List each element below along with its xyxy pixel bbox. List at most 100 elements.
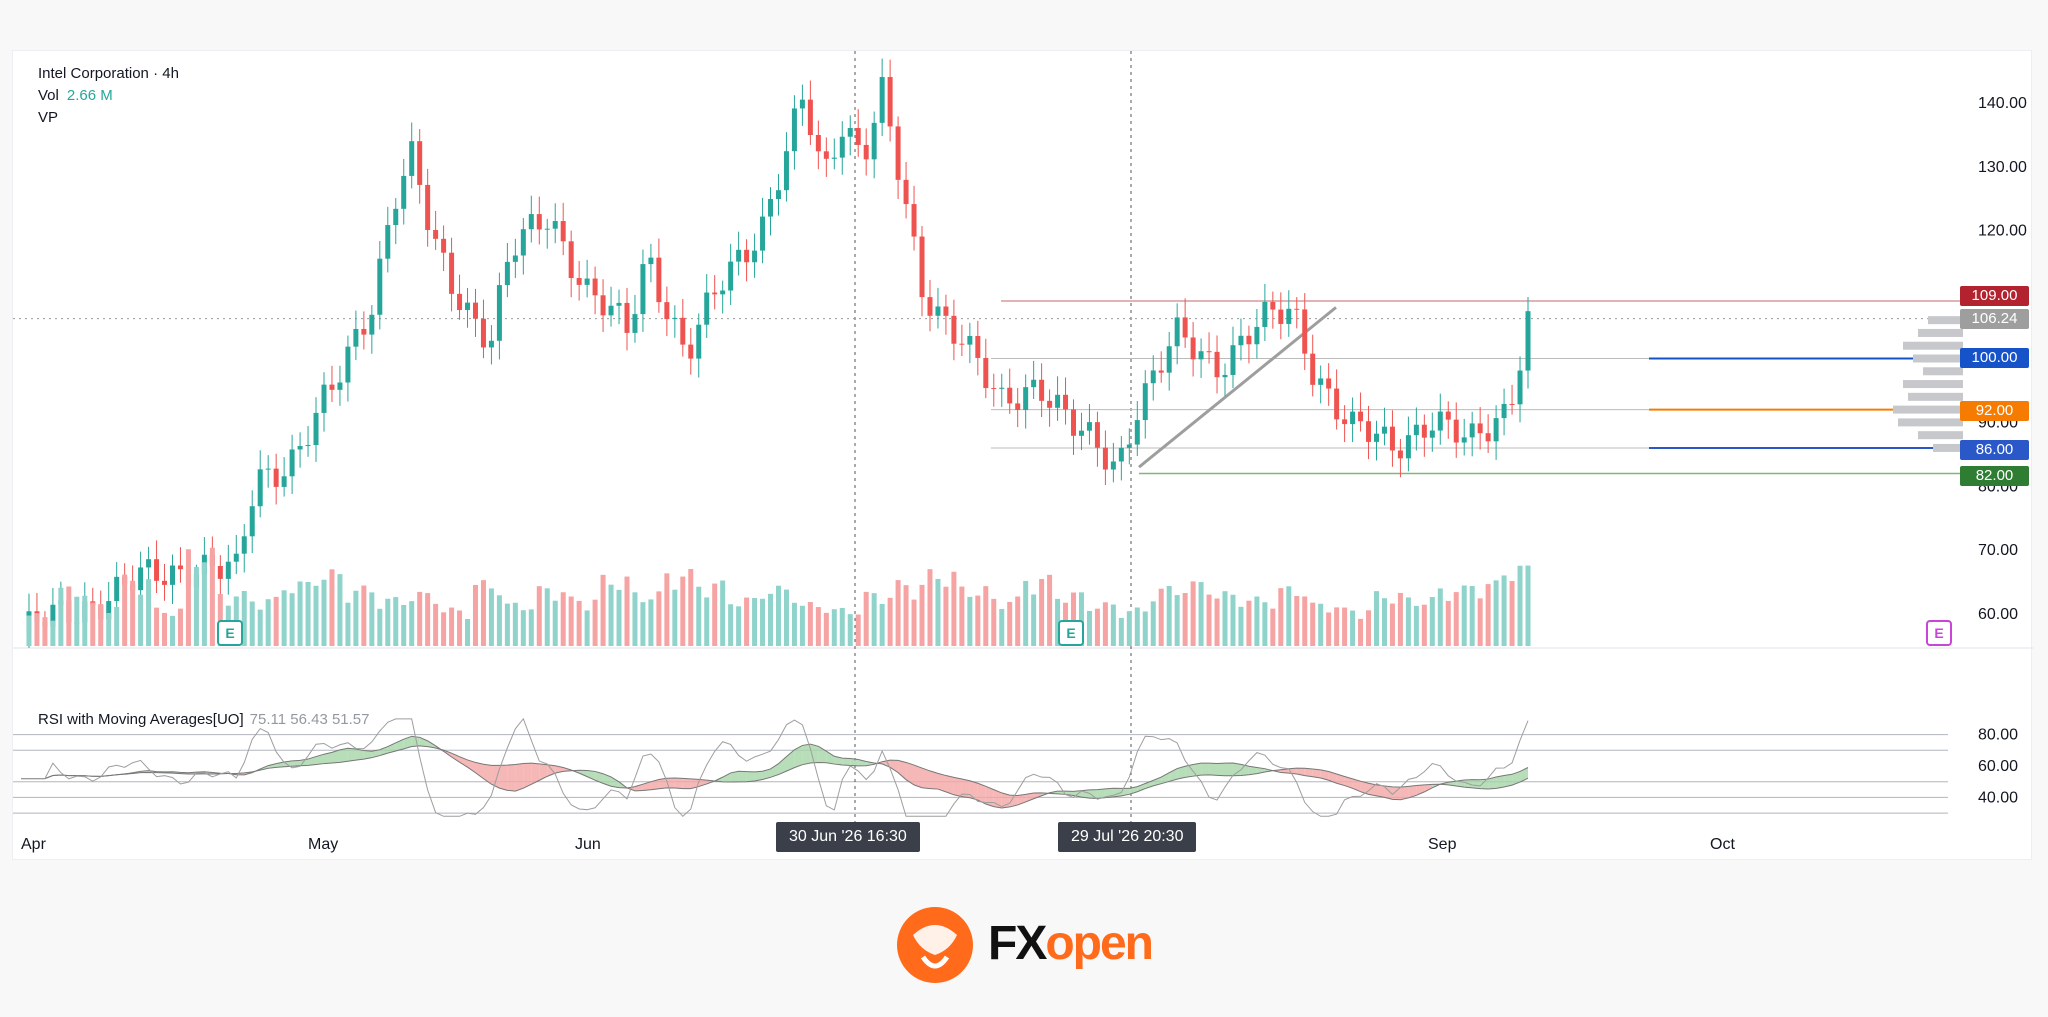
rsi-ma-band xyxy=(411,736,420,747)
candle-body xyxy=(847,128,853,137)
volume-bar xyxy=(1190,581,1196,646)
candle-body xyxy=(1055,394,1061,408)
candle-body xyxy=(1366,421,1372,442)
volume-bar xyxy=(704,597,710,646)
rsi-ma-band xyxy=(515,763,524,792)
candle-body xyxy=(1286,308,1292,324)
volume-bar xyxy=(1477,598,1483,646)
rsi-ma-band xyxy=(1232,762,1241,776)
rsi-line xyxy=(21,717,1529,817)
candle-body xyxy=(1278,309,1284,324)
volume-bar xyxy=(177,608,183,646)
volume-bar xyxy=(50,620,56,646)
rsi-ma-band xyxy=(842,758,851,766)
time-axis-label: May xyxy=(308,836,338,853)
rsi-ma-band xyxy=(929,770,938,790)
rsi-ma-band xyxy=(890,760,899,773)
symbol-title[interactable]: Intel Corporation · 4h xyxy=(38,65,179,82)
earnings-event-icon-upcoming[interactable]: E xyxy=(1926,620,1952,646)
rsi-ma-band xyxy=(587,770,596,781)
candle-body xyxy=(1501,403,1507,419)
rsi-ma-band xyxy=(603,773,612,787)
volume-bar xyxy=(66,586,72,646)
earnings-event-icon[interactable]: E xyxy=(217,620,243,646)
candle-body xyxy=(281,476,287,487)
volume-bar xyxy=(257,609,263,646)
volume-profile-bar xyxy=(1903,380,1963,389)
candle-body xyxy=(1453,419,1459,443)
candle-body xyxy=(409,141,415,176)
candle-body xyxy=(1437,411,1443,431)
candle-body xyxy=(1015,403,1021,410)
volume-bar xyxy=(688,569,694,646)
volume-bar xyxy=(472,584,478,646)
chart-panel[interactable]: 140.00130.00120.00110.0090.0080.0070.006… xyxy=(12,50,2033,861)
candle-body xyxy=(736,249,742,262)
rsi-ma-band xyxy=(1360,781,1369,795)
volume-bar xyxy=(42,617,48,646)
rsi-ma-band xyxy=(746,771,755,782)
rsi-ma-band xyxy=(1121,788,1130,796)
candle-body xyxy=(329,384,335,390)
price-axis-tick: 130.00 xyxy=(1978,159,2027,176)
candle-body xyxy=(544,228,550,230)
volume-bar xyxy=(712,583,718,646)
rsi-ma-band xyxy=(690,778,699,789)
candle-body xyxy=(1222,374,1228,378)
candle-body xyxy=(1334,388,1340,420)
volume-bar xyxy=(1015,596,1021,646)
time-axis-label: Oct xyxy=(1710,836,1735,853)
candle-body xyxy=(225,561,231,579)
price-chart[interactable]: 140.00130.00120.00110.0090.0080.0070.006… xyxy=(13,51,2033,861)
candle-body xyxy=(433,229,439,239)
rsi-ma-fast-line xyxy=(21,735,1529,809)
volume-legend[interactable]: Vol 2.66 M xyxy=(38,87,113,104)
volume-bar xyxy=(903,585,909,646)
candle-body xyxy=(504,261,510,286)
rsi-ma-band xyxy=(483,764,492,785)
candle-body xyxy=(728,261,734,291)
candle-body xyxy=(1509,403,1515,405)
volume-bar xyxy=(1302,596,1308,646)
rsi-legend[interactable]: RSI with Moving Averages[UO] 75.11 56.43 … xyxy=(38,711,370,728)
volume-bar xyxy=(1326,612,1332,646)
candle-body xyxy=(1118,447,1124,462)
candle-body xyxy=(855,128,861,145)
rsi-ma-band xyxy=(475,762,484,779)
rsi-ma-band xyxy=(1488,777,1497,789)
rsi-ma-band xyxy=(1496,775,1505,789)
candle-body xyxy=(1086,422,1092,431)
volume-profile-bar xyxy=(1923,367,1963,376)
candle-body xyxy=(1158,370,1164,373)
volume-bar xyxy=(831,609,837,646)
rsi-ma-band xyxy=(682,778,691,789)
candle-body xyxy=(1445,411,1451,420)
candle-body xyxy=(1350,411,1356,425)
volume-bar xyxy=(632,592,638,646)
candle-body xyxy=(791,108,797,152)
volume-bar xyxy=(592,599,598,646)
volume-bar xyxy=(457,610,463,646)
candle-body xyxy=(177,565,183,570)
candle-body xyxy=(233,553,239,562)
earnings-event-icon[interactable]: E xyxy=(1058,620,1084,646)
volume-profile-bar xyxy=(1893,405,1963,414)
candle-body xyxy=(1525,311,1531,371)
volume-bar xyxy=(1381,598,1387,646)
rsi-ma-band xyxy=(650,779,659,790)
rsi-ma-band xyxy=(985,786,994,807)
candle-body xyxy=(1023,387,1029,410)
candle-body xyxy=(807,99,813,135)
volume-bar xyxy=(1413,605,1419,646)
volume-bar xyxy=(185,549,191,646)
volume-bar xyxy=(146,579,152,646)
volume-bar xyxy=(385,598,391,646)
candle-body xyxy=(114,576,120,602)
volume-profile-label[interactable]: VP xyxy=(38,109,59,126)
volume-bar xyxy=(887,597,893,646)
candle-body xyxy=(783,151,789,191)
volume-bar xyxy=(480,580,486,646)
candle-body xyxy=(1493,418,1499,442)
candle-body xyxy=(552,221,558,229)
volume-bar xyxy=(855,614,861,646)
